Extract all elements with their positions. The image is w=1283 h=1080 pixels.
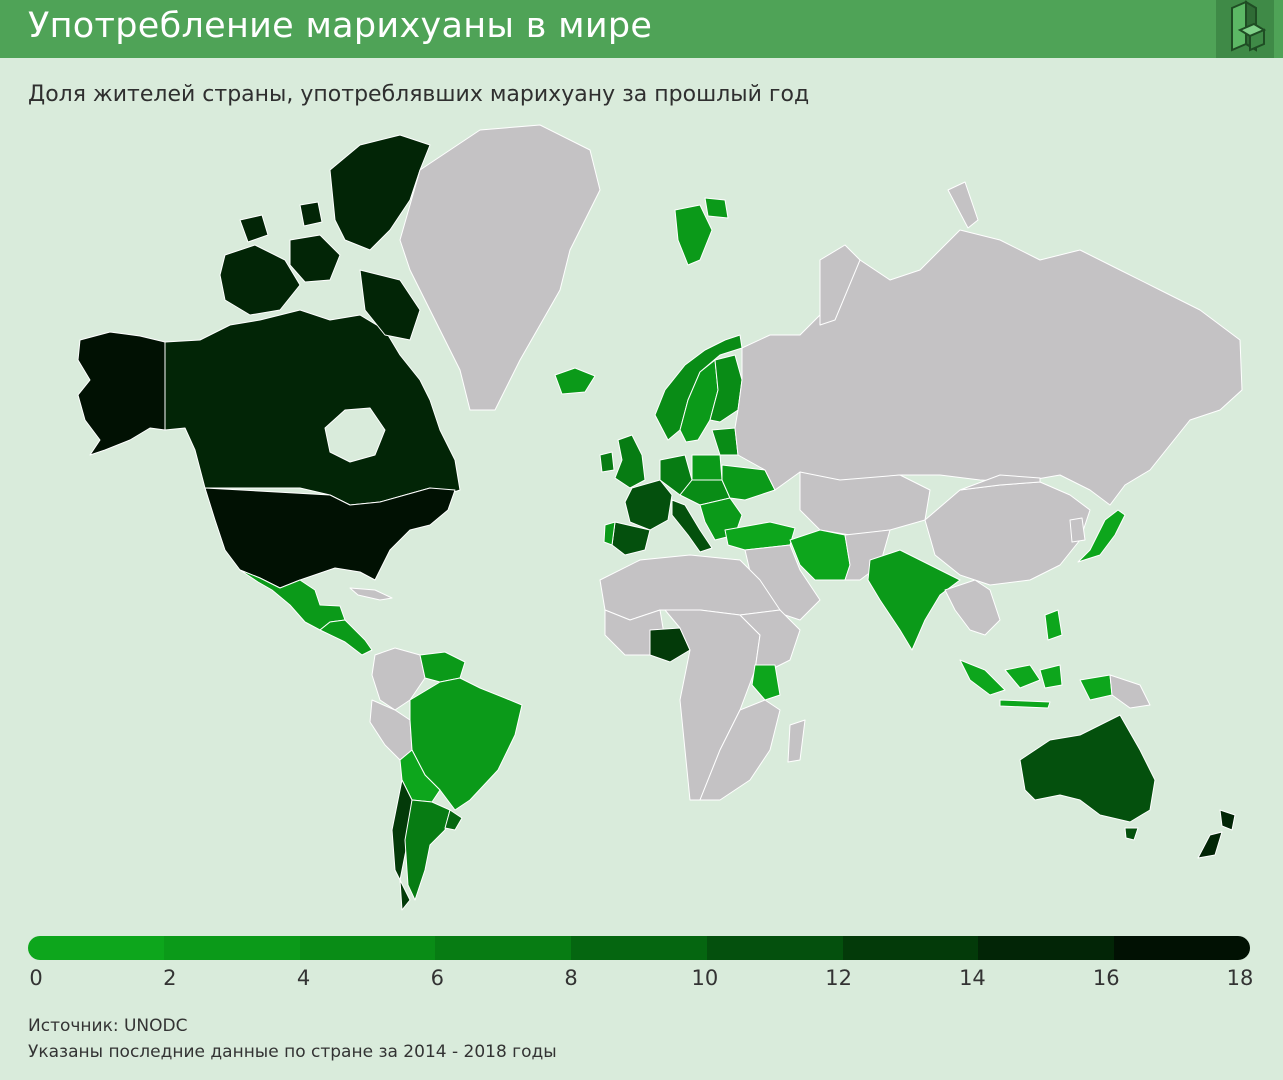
legend-tick-label: 12 — [825, 966, 853, 990]
legend-segment — [842, 936, 979, 960]
country-greenland — [399, 124, 601, 411]
country-baltics — [711, 427, 739, 456]
country-italy — [671, 499, 713, 553]
country-poland — [691, 454, 723, 481]
page-subtitle: Доля жителей страны, употреблявших марих… — [28, 82, 810, 107]
country-novaya-zemlya — [819, 244, 861, 326]
legend-segment — [163, 936, 300, 960]
country-indonesia-2 — [1004, 664, 1041, 689]
legend-segment — [978, 936, 1115, 960]
country-nigeria — [649, 627, 691, 663]
source-note: Источник: UNODC — [28, 1016, 188, 1036]
country-kenya — [751, 664, 781, 701]
country-central-asia — [799, 471, 931, 536]
country-indonesia-5 — [1079, 674, 1113, 701]
legend-tick-label: 14 — [959, 966, 986, 990]
page-title: Употребление марихуаны в мире — [28, 6, 653, 46]
logo-icon — [1231, 0, 1267, 52]
legend-color-bar — [28, 936, 1250, 960]
header-bar: Употребление марихуаны в мире — [0, 0, 1283, 58]
legend-segment — [571, 936, 707, 960]
legend-tick-label: 16 — [1092, 966, 1120, 990]
country-canada-arctic-1 — [329, 134, 431, 251]
brand-logo — [1216, 0, 1274, 58]
country-canada-arctic-2 — [219, 244, 301, 316]
country-russia — [734, 229, 1243, 506]
country-svalbard-2 — [704, 197, 729, 219]
country-canada-arctic-6 — [299, 201, 323, 227]
country-iceland — [554, 367, 596, 395]
country-svalbard — [674, 204, 713, 266]
legend-tick-label: 4 — [296, 966, 311, 990]
country-usa — [204, 487, 456, 589]
country-uruguay — [444, 809, 463, 831]
country-indonesia-3 — [999, 699, 1051, 709]
legend-segment — [706, 936, 843, 960]
legend-tick-label: 2 — [163, 966, 177, 990]
country-southern-africa — [699, 699, 781, 801]
legend-segment — [299, 936, 436, 960]
country-china — [924, 481, 1091, 586]
country-argentina — [404, 799, 451, 901]
data-years-note: Указаны последние данные по стране за 20… — [28, 1042, 557, 1062]
country-uk — [614, 434, 646, 489]
country-se-asia — [944, 579, 1001, 636]
country-australia — [1019, 714, 1156, 823]
country-east-africa — [739, 609, 801, 671]
country-mongolia — [959, 474, 1041, 491]
country-korea — [1069, 517, 1086, 543]
country-venezuela — [419, 651, 466, 683]
legend-segment — [1114, 936, 1250, 960]
world-map — [77, 124, 1243, 911]
country-philippines — [1044, 609, 1063, 641]
legend-tick-label: 8 — [564, 966, 578, 990]
country-new-zealand-2 — [1197, 831, 1223, 859]
country-alaska — [77, 331, 166, 456]
country-central-america — [319, 619, 373, 656]
hudson-bay — [324, 407, 386, 463]
legend-tick-labels: 0 2 4 6 8 10 12 14 16 18 — [0, 966, 1283, 996]
legend-tick-label: 18 — [1226, 966, 1254, 990]
country-portugal — [603, 521, 616, 546]
country-canada — [164, 309, 461, 506]
legend-tick-label: 6 — [430, 966, 445, 990]
country-canada-arctic-4 — [359, 269, 421, 341]
country-indonesia-4 — [1039, 664, 1063, 689]
country-canada-arctic-5 — [239, 214, 269, 243]
country-ireland — [599, 451, 615, 473]
country-cuba — [349, 587, 393, 601]
country-france — [624, 479, 673, 531]
country-canada-arctic-3 — [289, 234, 341, 283]
country-madagascar — [787, 719, 806, 763]
country-new-zealand — [1219, 809, 1236, 831]
country-peru — [369, 699, 413, 761]
legend-tick-label: 0 — [29, 966, 43, 990]
legend-tick-label: 10 — [691, 966, 719, 990]
country-india — [867, 549, 961, 651]
legend-segment — [435, 936, 572, 960]
country-png — [1109, 674, 1151, 709]
country-af-pk — [844, 529, 891, 581]
country-russia-arctic — [947, 181, 979, 229]
country-finland — [709, 354, 743, 423]
legend-segment — [28, 936, 164, 960]
country-tasmania — [1124, 827, 1139, 841]
country-indonesia — [959, 659, 1006, 696]
country-japan — [1077, 509, 1126, 563]
